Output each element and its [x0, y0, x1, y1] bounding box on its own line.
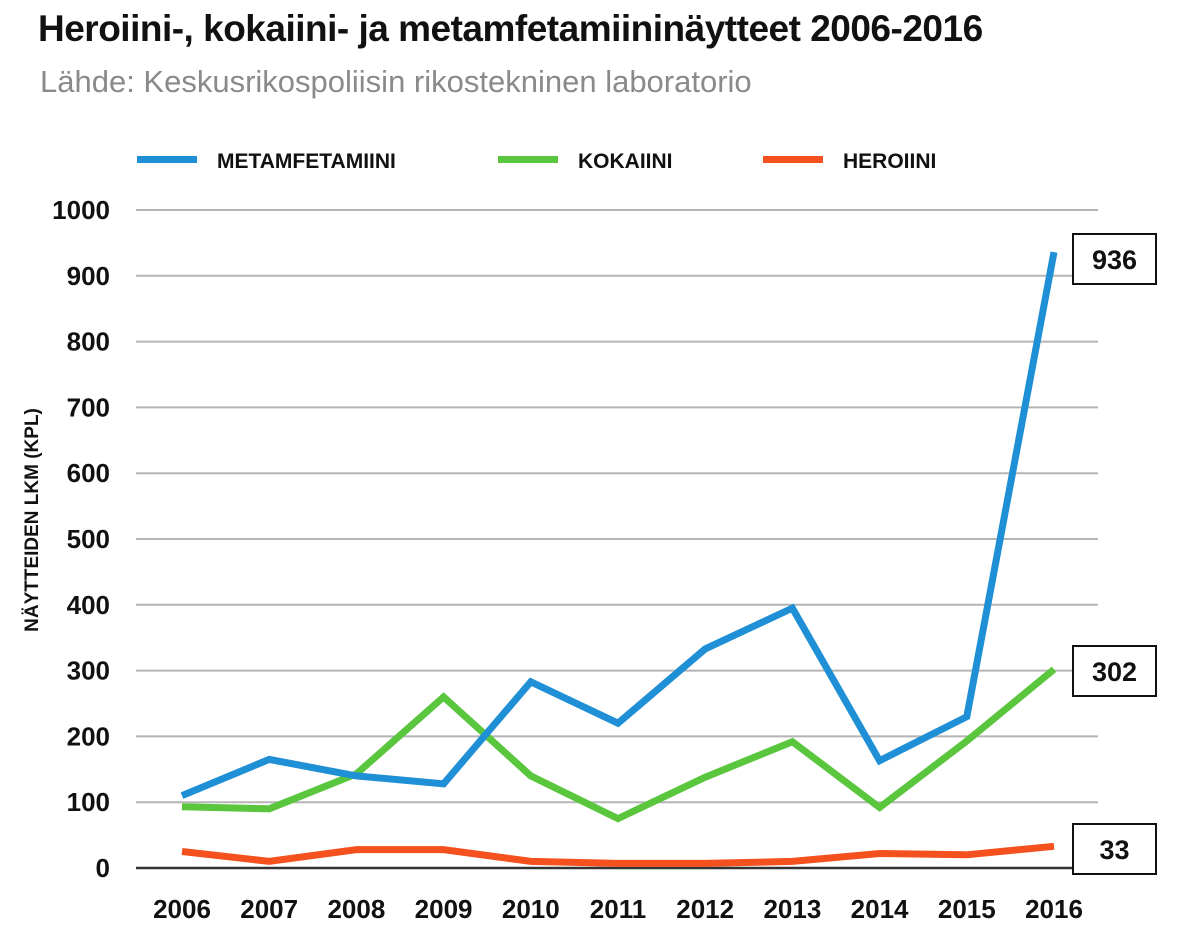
x-tick-label: 2007 — [240, 894, 298, 924]
x-tick-label: 2010 — [502, 894, 560, 924]
x-tick-label: 2011 — [590, 894, 646, 924]
end-labels: 936 302 33 — [1072, 233, 1157, 875]
legend-swatch-kokaiini — [498, 156, 558, 163]
end-label-box-kokaiini — [1072, 645, 1157, 697]
y-axis-ticks: 0 100 200 300 400 500 600 700 800 900 1000 — [52, 195, 110, 883]
y-tick-label: 200 — [67, 721, 110, 751]
x-tick-label: 2009 — [415, 894, 473, 924]
legend-label-heroiini: HEROIINI — [843, 150, 936, 173]
x-tick-label: 2008 — [327, 894, 385, 924]
y-tick-label: 700 — [67, 392, 110, 422]
x-tick-label: 2006 — [153, 894, 211, 924]
series-line-heroiini — [181, 842, 1055, 867]
series-line-kokaiini — [181, 666, 1057, 823]
x-axis-ticks: 2006 2007 2008 2009 2010 2011 2012 2013 2014 2015… — [153, 894, 1083, 924]
end-label-metamfetamiini: 936 — [1092, 245, 1137, 275]
y-tick-label: 800 — [67, 327, 110, 357]
y-tick-label: 0 — [96, 853, 110, 883]
legend: METAMFETAMIINI KOKAIINI HEROIINI — [137, 150, 936, 173]
legend-swatch-heroiini — [763, 156, 823, 163]
y-tick-label: 1000 — [52, 195, 110, 225]
series-line-metamfetamiini — [180, 251, 1058, 799]
y-tick-label: 100 — [67, 787, 110, 817]
series-lines — [180, 251, 1058, 867]
end-label-box-metamfetamiini — [1072, 233, 1157, 285]
x-tick-label: 2016 — [1025, 894, 1083, 924]
legend-label-kokaiini: KOKAIINI — [578, 150, 673, 173]
end-label-kokaiini: 302 — [1092, 657, 1137, 687]
x-tick-label: 2014 — [851, 894, 909, 924]
grid-lines — [136, 209, 1098, 870]
x-tick-label: 2013 — [763, 894, 821, 924]
y-tick-label: 400 — [67, 590, 110, 620]
y-axis-label: NÄYTTEIDEN LKM (KPL) — [22, 408, 43, 632]
end-label-box-heroiini — [1072, 823, 1157, 875]
chart-source: Lähde: Keskusrikospoliisin rikostekninen… — [40, 64, 752, 99]
y-tick-label: 300 — [67, 656, 110, 686]
x-tick-label: 2012 — [676, 894, 734, 924]
y-tick-label: 600 — [67, 458, 110, 488]
end-label-heroiini: 33 — [1099, 835, 1129, 865]
x-tick-label: 2015 — [938, 894, 996, 924]
legend-label-metamfetamiini: METAMFETAMIINI — [217, 150, 396, 173]
legend-swatch-metamfetamiini — [137, 156, 197, 163]
y-tick-label: 500 — [67, 524, 110, 554]
y-tick-label: 900 — [67, 261, 110, 291]
chart-title: Heroiini-, kokaiini- ja metamfetamiininä… — [38, 8, 983, 49]
